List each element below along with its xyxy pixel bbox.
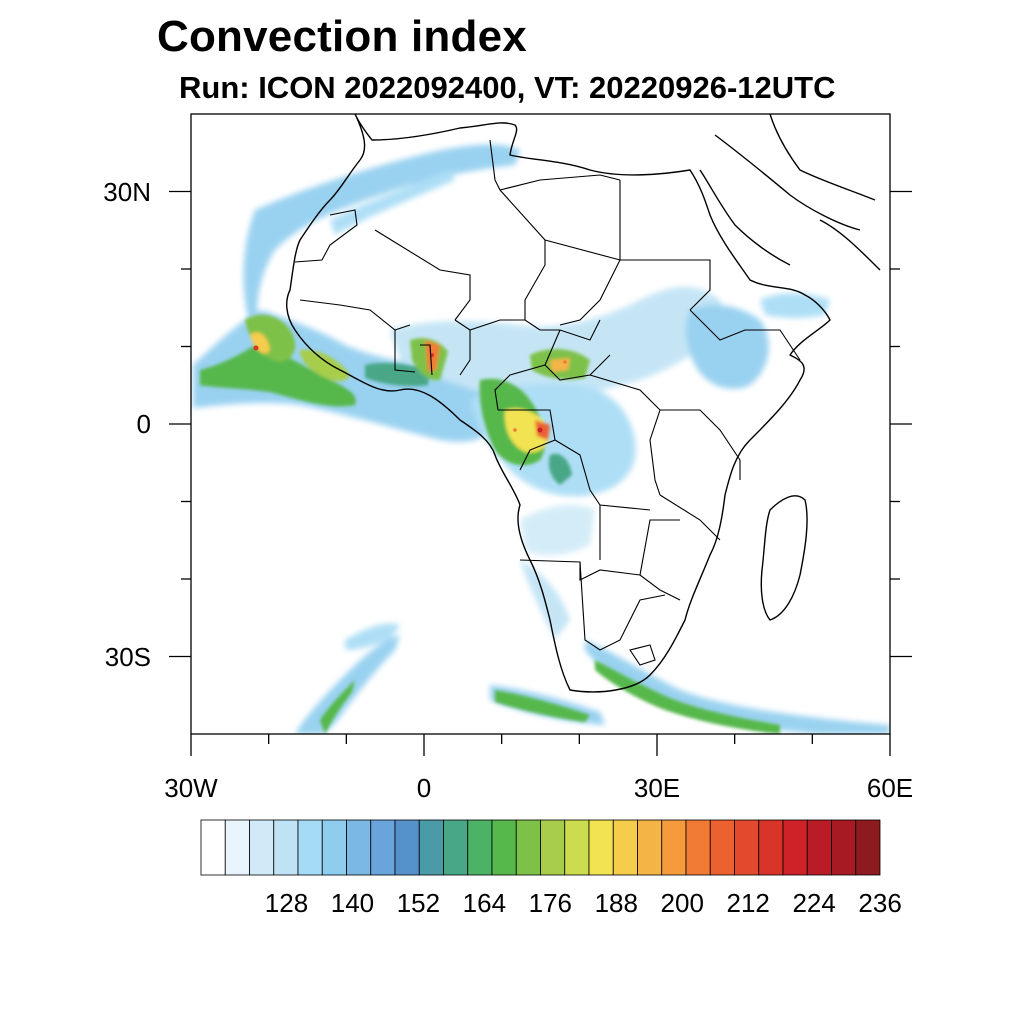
colorbar-label: 140 [330,888,375,918]
axis-ticks [169,190,912,756]
colorbar-swatch [806,819,832,876]
colorbar-swatch [588,819,614,876]
colorbar-label: 212 [726,888,770,918]
colorbar-swatch [273,819,299,876]
colorbar-label: 224 [792,888,836,918]
colorbar-swatch [224,819,250,876]
colorbar-swatch [612,819,638,876]
colorbar-swatch [515,819,541,876]
sahara-northwest-band [243,144,520,320]
lon-tick-label: 0 [416,773,432,803]
chart-title: Convection index [157,12,527,61]
lat-tick-label: 30N [103,176,151,207]
colorbar-swatch [467,819,493,876]
colorbar-label: 188 [594,888,638,918]
colorbar-swatch [200,819,226,876]
colorbar-swatch [249,819,275,876]
colorbar-swatch [758,819,784,876]
colorbar-label: 200 [660,888,704,918]
colorbar-swatch [443,819,469,876]
colorbar-swatch [370,819,396,876]
colorbar-label: 128 [264,888,309,918]
colorbar-swatch [491,819,517,876]
colorbar-swatch [637,819,663,876]
lat-tick-label: 30S [104,641,151,672]
colorbar-swatch [734,819,760,876]
lon-tick-label: 30E [633,773,681,803]
chart-subtitle: Run: ICON 2022092400, VT: 20220926-12UTC [179,70,836,105]
colorbar-swatch [709,819,735,876]
country-borders [294,139,801,666]
lon-tick-label: 30W [164,773,218,803]
colorbar-label: 164 [462,888,507,918]
coastlines [286,114,881,693]
colorbar-swatch [661,819,687,876]
colorbar-label: 236 [858,888,902,918]
colorbar-swatch [782,819,808,876]
colorbar-swatch [297,819,323,876]
colorbar-swatch [346,819,372,876]
lat-tick-label: 0 [136,409,151,439]
colorbar-swatch [321,819,347,876]
ethiopian-highlands [685,304,769,389]
colorbar-swatch [418,819,444,876]
convection-field [193,144,890,734]
colorbar-swatch [540,819,566,876]
colorbar-swatch [855,819,881,876]
colorbar-label: 176 [528,888,573,918]
colorbar-swatch [394,819,420,876]
colorbar-swatch [685,819,711,876]
colorbar-label: 152 [396,888,441,918]
colorbar-swatch [564,819,590,876]
colorbar [200,819,881,876]
colorbar-swatch [831,819,857,876]
lon-tick-label: 60E [866,773,914,803]
